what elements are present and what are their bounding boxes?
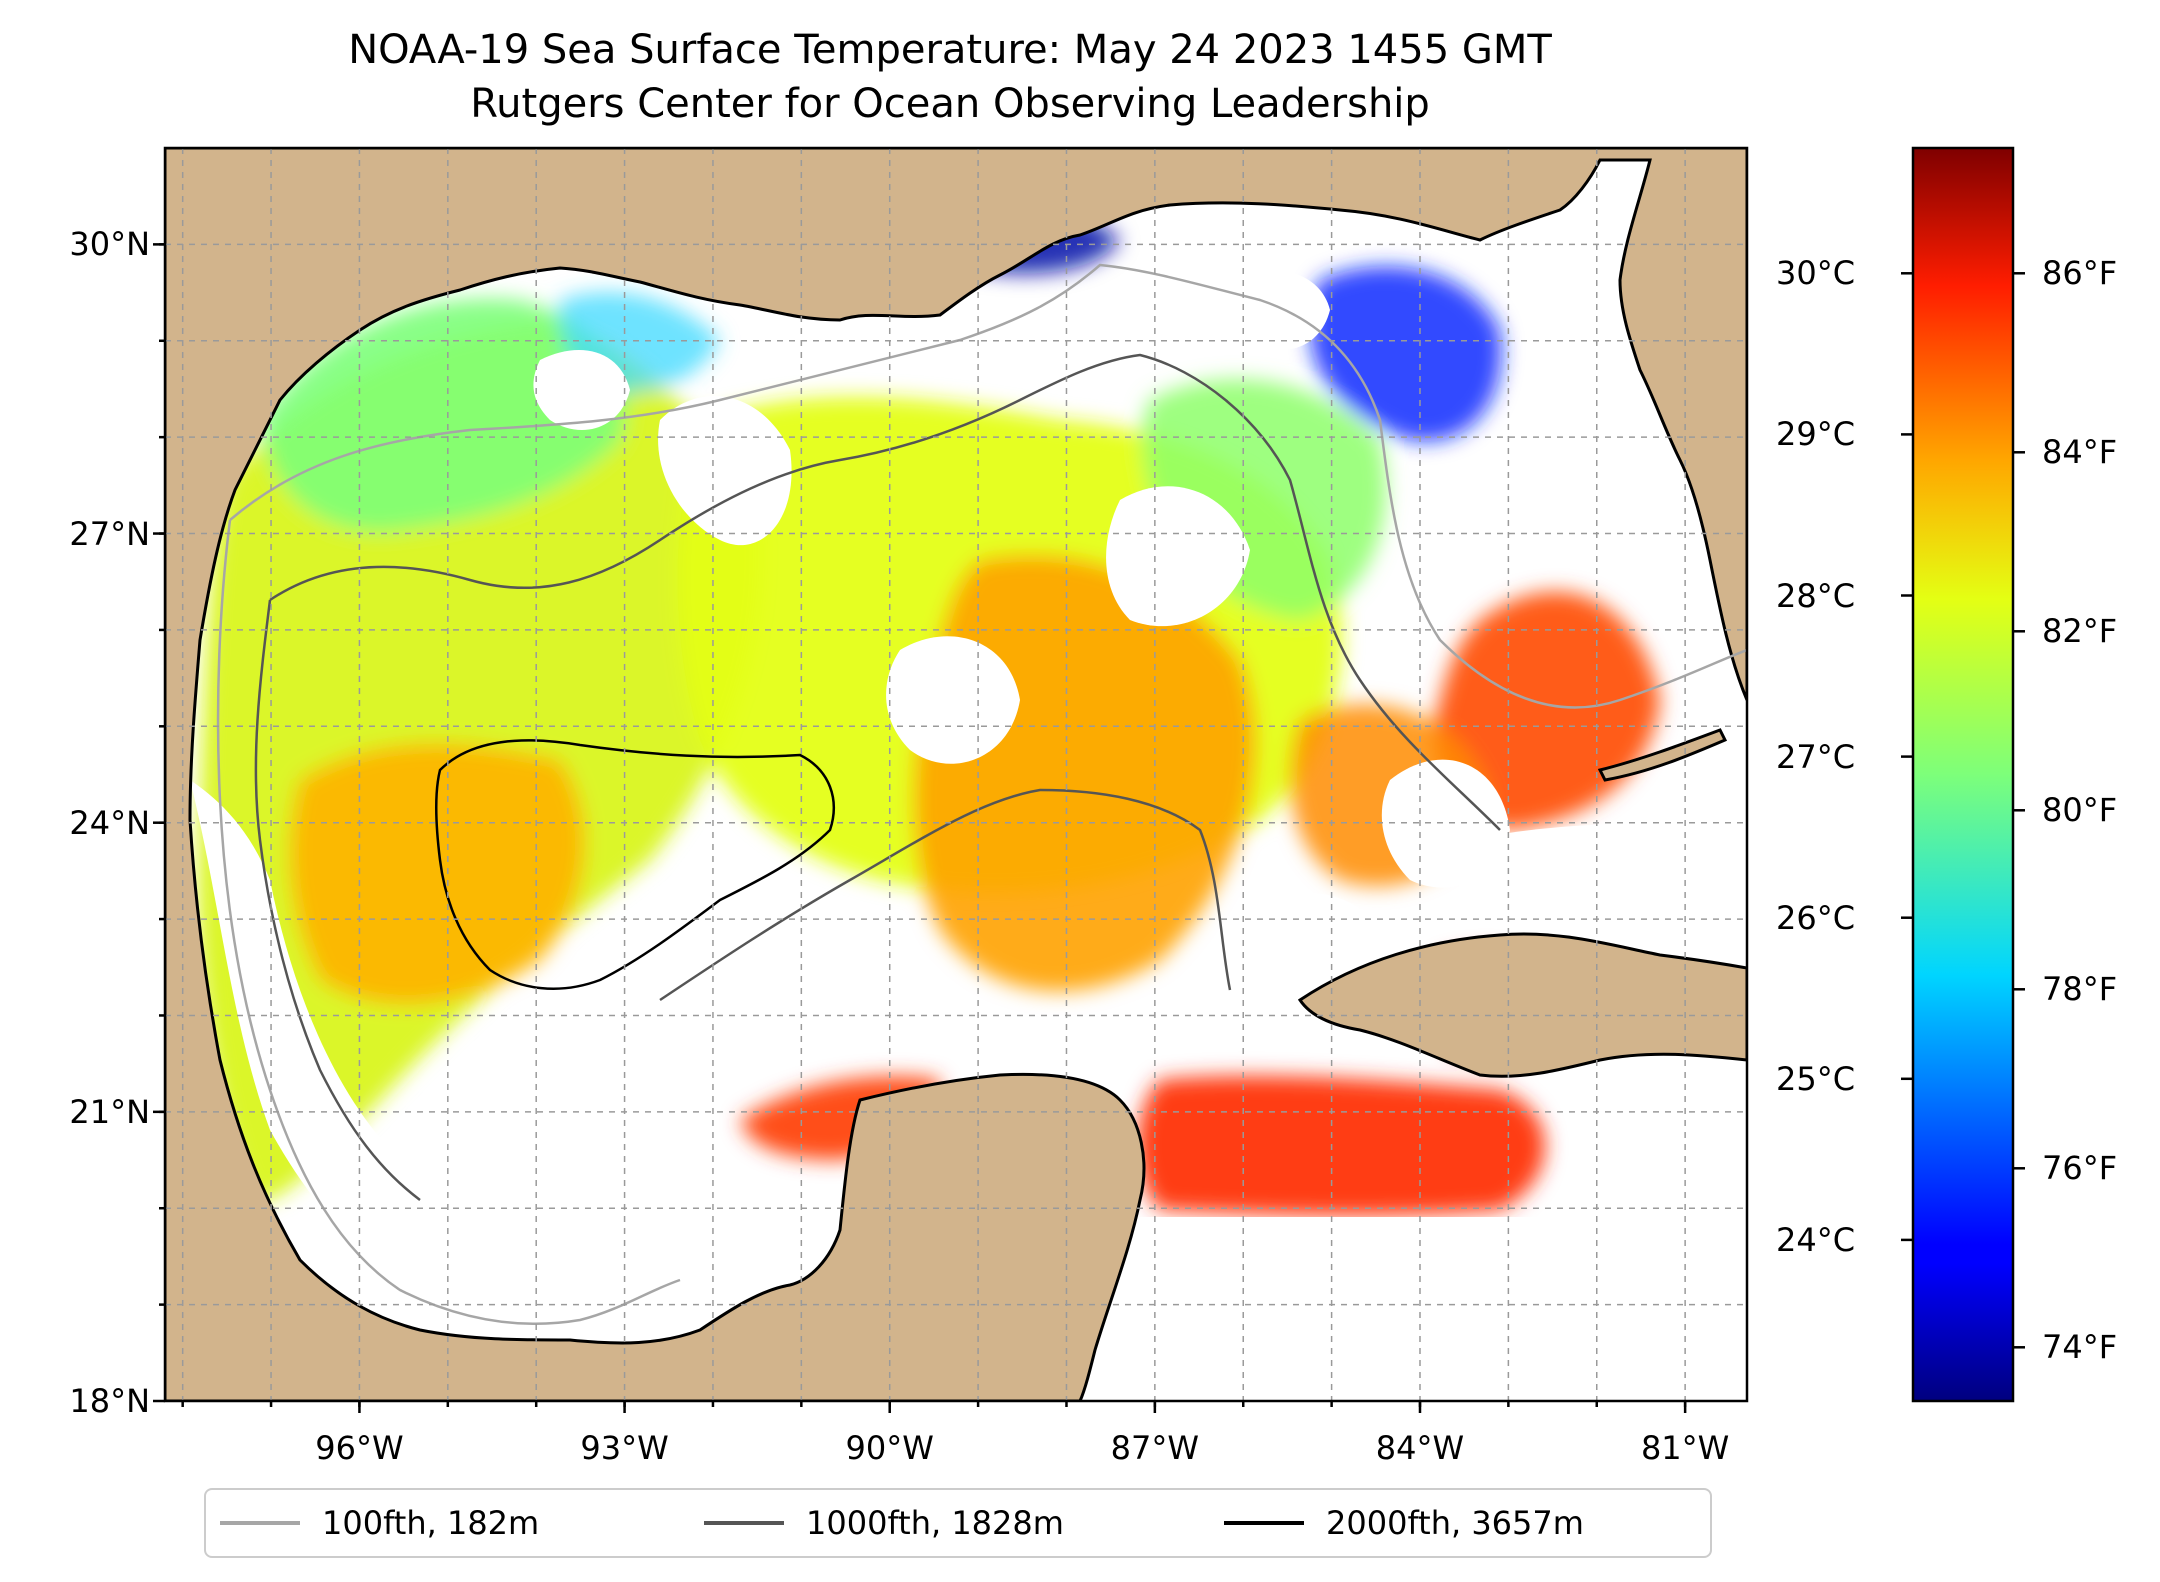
lon-tick-label: 81°W — [1640, 1429, 1730, 1467]
no-data-band — [1090, 1217, 1747, 1401]
celsius-tick-label: 29°C — [1776, 415, 1856, 454]
fahrenheit-tick-label: 86°F — [2042, 254, 2118, 293]
map-frame — [163, 146, 1749, 1403]
lon-tick-label: 84°W — [1375, 1429, 1465, 1467]
cloud-central-1 — [886, 636, 1020, 764]
colorbar-tick-marks — [1901, 272, 2025, 1349]
lat-tick-label: 30°N — [69, 225, 150, 264]
land-florida-keys — [1597, 728, 1728, 782]
lon-tick-marks — [181, 1401, 1687, 1413]
fahrenheit-tick-label: 80°F — [2042, 791, 2118, 830]
legend-label-2000fth: 2000fth, 3657m — [1326, 1504, 1584, 1542]
cloud-loop-current — [1106, 486, 1250, 627]
cloud-northeast — [1225, 270, 1330, 350]
celsius-tick-label: 28°C — [1776, 576, 1856, 615]
celsius-tick-label: 27°C — [1776, 737, 1856, 776]
fahrenheit-tick-label: 84°F — [2042, 433, 2118, 472]
title-line-1: NOAA-19 Sea Surface Temperature: May 24 … — [348, 27, 1552, 73]
fahrenheit-tick-label: 76°F — [2042, 1149, 2118, 1188]
lat-tick-label: 24°N — [69, 803, 150, 842]
cloud-texas — [533, 350, 630, 430]
lat-tick-label: 27°N — [69, 514, 150, 553]
sst-green-north — [260, 298, 626, 532]
cloud-straits — [1467, 823, 1747, 920]
sst-red-caribbean — [1137, 1075, 1545, 1216]
legend-item-1000fth: 1000fth, 1828m — [704, 1490, 1064, 1556]
lat-tick-label: 21°N — [69, 1092, 150, 1131]
lon-tick-label: 96°W — [315, 1429, 404, 1467]
lon-tick-label: 87°W — [1110, 1429, 1200, 1467]
sst-orange-west — [289, 743, 585, 1005]
land-north-america — [165, 148, 1747, 1401]
cloud-west-shelf — [190, 780, 720, 1341]
fahrenheit-tick-label: 74°F — [2042, 1328, 2118, 1367]
contour-2000fth — [435, 739, 835, 990]
legend-swatch-2000fth — [1224, 1521, 1304, 1525]
legend-swatch-100fth — [220, 1521, 300, 1525]
cloud-north-central — [658, 396, 792, 546]
celsius-tick-label: 24°C — [1776, 1220, 1856, 1259]
lon-tick-label: 90°W — [845, 1429, 934, 1467]
lon-tick-label: 93°W — [580, 1429, 669, 1467]
fahrenheit-tick-label: 78°F — [2042, 970, 2118, 1009]
sst-blue-apalachee — [1310, 266, 1502, 442]
legend-label-1000fth: 1000fth, 1828m — [806, 1504, 1064, 1542]
land-cuba — [1297, 932, 1747, 1078]
contour-100fth — [216, 263, 1747, 1325]
colorbar — [1911, 146, 2015, 1403]
land — [165, 148, 1747, 1401]
celsius-tick-label: 25°C — [1776, 1059, 1856, 1098]
gridlines — [165, 148, 1747, 1401]
lat-tick-marks — [153, 243, 165, 1403]
legend-item-100fth: 100fth, 182m — [220, 1490, 539, 1556]
legend-label-100fth: 100fth, 182m — [322, 1504, 540, 1542]
fahrenheit-tick-label: 82°F — [2042, 612, 2118, 651]
legend-swatch-1000fth — [704, 1521, 784, 1525]
lat-tick-label: 18°N — [69, 1382, 150, 1420]
contour-legend: 100fth, 182m 1000fth, 1828m 2000fth, 365… — [204, 1488, 1712, 1558]
celsius-tick-label: 26°C — [1776, 898, 1856, 937]
legend-item-2000fth: 2000fth, 3657m — [1224, 1490, 1584, 1556]
title-line-2: Rutgers Center for Ocean Observing Leade… — [470, 81, 1430, 127]
celsius-tick-label: 30°C — [1776, 254, 1856, 293]
